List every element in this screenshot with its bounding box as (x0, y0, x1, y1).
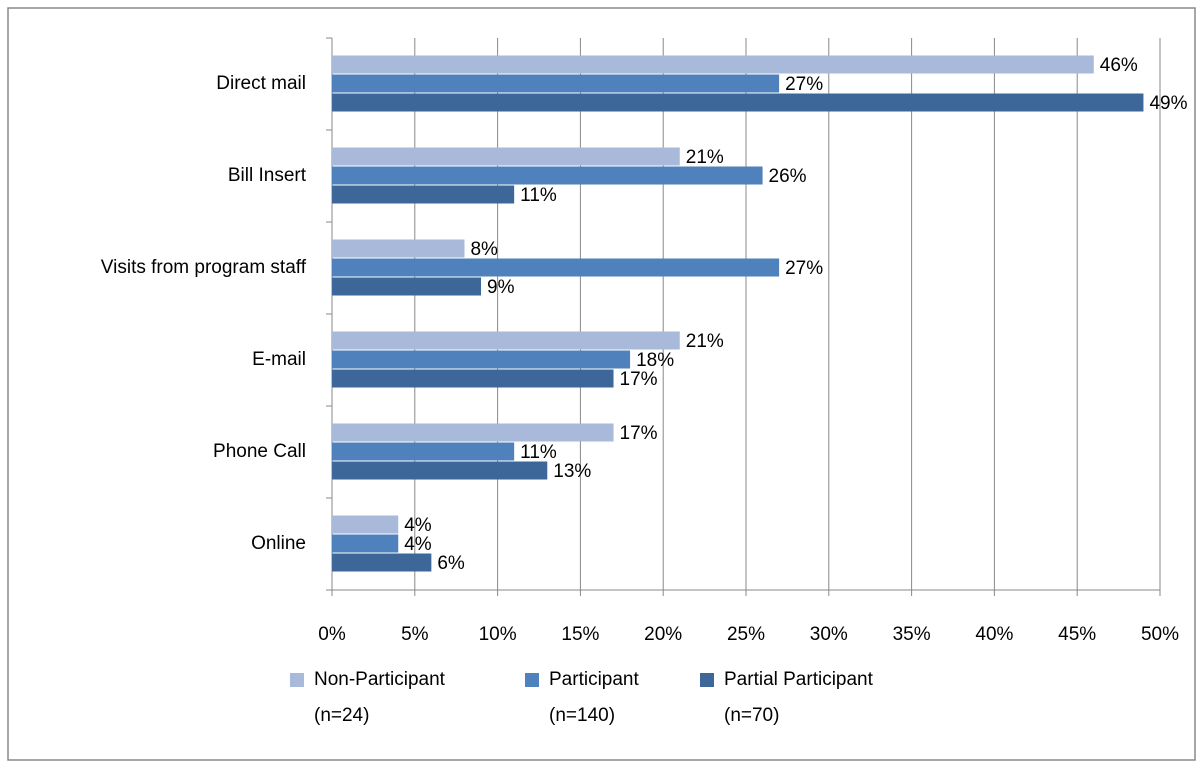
x-tick-label: 40% (975, 624, 1013, 645)
bar (332, 74, 780, 93)
x-tick-label: 15% (561, 624, 599, 645)
legend-swatch (290, 673, 304, 687)
data-label: 26% (769, 166, 807, 187)
data-label: 17% (620, 369, 658, 390)
data-label: 11% (520, 185, 557, 206)
x-tick-label: 5% (401, 624, 429, 645)
bar (332, 185, 515, 204)
bar (332, 239, 465, 258)
data-label: 13% (553, 461, 591, 482)
legend-label: Partial Participant (n=70) (724, 669, 873, 726)
bar (332, 147, 680, 166)
legend-item: Partial Participant (n=70) (700, 662, 873, 734)
chart-border (7, 7, 1196, 761)
data-label: 9% (487, 277, 515, 298)
x-tick-label: 30% (810, 624, 848, 645)
bar (332, 369, 614, 388)
bar (332, 515, 399, 534)
data-label: 4% (404, 515, 432, 536)
data-label: 8% (470, 239, 498, 260)
y-tick-label: Bill Insert (228, 165, 307, 186)
y-tick-label: Direct mail (216, 73, 306, 94)
legend-label: Non-Participant (n=24) (314, 669, 445, 726)
data-label: 21% (686, 331, 724, 352)
legend-item: Participant (n=140) (525, 662, 639, 734)
data-label: 4% (404, 534, 432, 555)
bar (332, 423, 614, 442)
bar (332, 55, 1094, 74)
data-label: 18% (636, 350, 674, 371)
bar (332, 331, 680, 350)
x-tick-label: 45% (1058, 624, 1096, 645)
x-tick-label: 50% (1141, 624, 1179, 645)
bar (332, 93, 1144, 112)
data-label: 11% (520, 442, 557, 463)
legend-swatch (700, 673, 714, 687)
bar (332, 258, 780, 277)
legend-swatch (525, 673, 539, 687)
data-label: 21% (686, 147, 724, 168)
y-tick-label: Visits from program staff (101, 257, 307, 278)
x-tick-label: 20% (644, 624, 682, 645)
y-tick-label: Online (251, 533, 306, 554)
data-label: 46% (1100, 55, 1138, 76)
x-tick-label: 25% (727, 624, 765, 645)
legend-label: Participant (n=140) (549, 669, 639, 726)
x-tick-label: 35% (893, 624, 931, 645)
bar (332, 534, 399, 553)
bar (332, 166, 763, 185)
data-label: 27% (785, 74, 823, 95)
bar (332, 277, 482, 296)
y-tick-label: Phone Call (213, 441, 306, 462)
data-label: 17% (620, 423, 658, 444)
x-tick-label: 10% (479, 624, 517, 645)
legend-item: Non-Participant (n=24) (290, 662, 445, 734)
data-label: 27% (785, 258, 823, 279)
y-tick-label: E-mail (252, 349, 306, 370)
bar (332, 350, 631, 369)
bar (332, 442, 515, 461)
data-label: 49% (1149, 93, 1187, 114)
bar (332, 553, 432, 572)
data-label: 6% (437, 553, 465, 574)
bar (332, 461, 548, 480)
x-tick-label: 0% (318, 624, 346, 645)
